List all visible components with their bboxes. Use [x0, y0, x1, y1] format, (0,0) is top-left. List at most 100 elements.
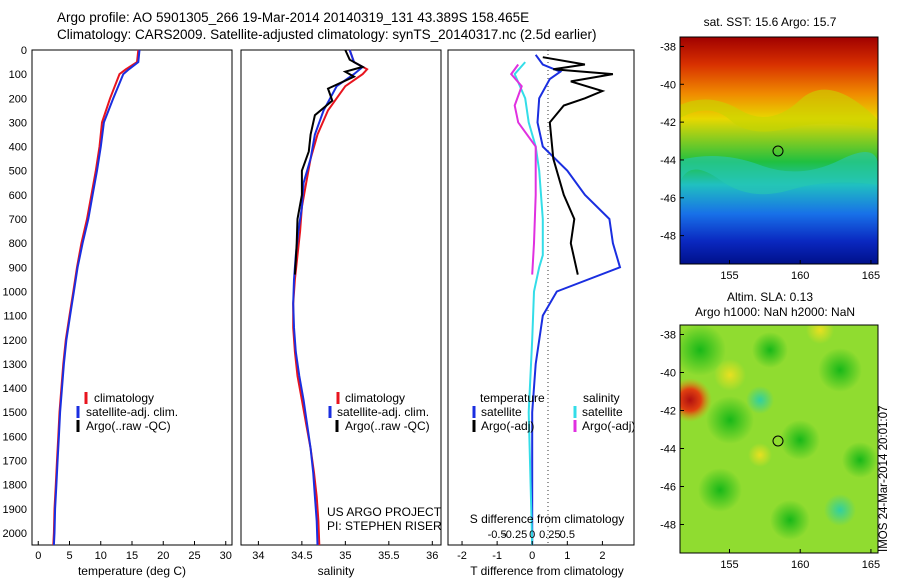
- x-tick-label: 35.5: [378, 550, 399, 562]
- sst-map-frame: [679, 36, 879, 265]
- x-tick-label: 15: [126, 550, 138, 562]
- map-x-tick-label: 165: [862, 270, 880, 282]
- sla-title: Altim. SLA: 0.13: [727, 290, 813, 304]
- depth-tick-label: 0: [21, 45, 27, 57]
- sla-x-ticks: 155 160 165: [720, 549, 880, 571]
- depth-tick-label: 200: [9, 93, 27, 105]
- x2-tick-label: 0: [529, 529, 535, 541]
- legend-argo-label: Argo(..raw -QC): [86, 419, 171, 433]
- depth-tick-label: 1300: [3, 359, 27, 371]
- project-annotation: US ARGO PROJECT: [327, 505, 442, 519]
- series-line: [513, 61, 544, 546]
- map-y-tick-label: -48: [660, 520, 676, 532]
- legend-s-argo-label: Argo(-adj): [582, 419, 635, 433]
- x-tick-label: 25: [188, 550, 200, 562]
- difference-series: [509, 54, 622, 546]
- map-y-tick-label: -44: [660, 155, 676, 167]
- temperature-x-ticks: 0 5 10 15 20 25 30: [35, 541, 232, 562]
- x-tick-label: 30: [220, 550, 232, 562]
- x-tick-label: 34.5: [291, 550, 312, 562]
- salinity-series: [292, 49, 369, 546]
- depth-axis: 0 100 200 300 400 500 600 700 800 900 1000 1100 1200…: [3, 45, 27, 540]
- sst-map: [680, 37, 878, 264]
- depth-tick-label: 800: [9, 238, 27, 250]
- map-y-tick-label: -38: [660, 330, 676, 342]
- temperature-series: [52, 49, 141, 546]
- map-y-tick-label: -42: [660, 117, 676, 129]
- depth-tick-label: 900: [9, 262, 27, 274]
- depth-tick-label: 400: [9, 142, 27, 154]
- x-tick-label: 20: [157, 550, 169, 562]
- sla-map-frame: [679, 324, 879, 554]
- x-tick-label: 34: [252, 550, 264, 562]
- legend-argo-label: Argo(..raw -QC): [345, 419, 430, 433]
- depth-tick-label: 2000: [3, 528, 27, 540]
- depth-tick-label: 1400: [3, 383, 27, 395]
- map-x-tick-label: 155: [720, 559, 738, 571]
- x-tick-label: 36: [426, 550, 438, 562]
- sst-title: sat. SST: 15.6 Argo: 15.7: [704, 15, 837, 29]
- legend-t-argo-label: Argo(-adj): [481, 419, 534, 433]
- depth-tick-label: 1100: [3, 311, 27, 323]
- series-line: [542, 56, 614, 275]
- temperature-xlabel: temperature (deg C): [78, 564, 186, 578]
- legend-s-satellite-label: satellite: [582, 405, 623, 419]
- depth-tick-label: 1800: [3, 480, 27, 492]
- series-line: [509, 63, 537, 275]
- series-line: [531, 54, 622, 545]
- map-y-tick-label: -40: [660, 368, 676, 380]
- legend-climatology-label: climatology: [345, 391, 405, 405]
- depth-tick-label: 1900: [3, 504, 27, 516]
- pi-annotation: PI: STEPHEN RISER: [327, 519, 442, 533]
- legend-t-satellite-label: satellite: [481, 405, 522, 419]
- series-line: [52, 49, 141, 546]
- map-x-tick-label: 165: [862, 559, 880, 571]
- x-tick-label: 5: [66, 550, 72, 562]
- legend-salinity-title: salinity: [583, 391, 620, 405]
- difference-legend: temperature salinity satellite Argo(-adj…: [472, 391, 635, 433]
- depth-tick-label: 1500: [3, 407, 27, 419]
- salinity-legend: climatology satellite-adj. clim. Argo(..…: [328, 391, 430, 433]
- panel-diff-frame: [447, 49, 635, 546]
- depth-tick-label: 1000: [3, 286, 27, 298]
- difference-x-ticks: -2 -1 0 1 2 -0.5-0.25 0 0.25 0.5: [457, 529, 605, 562]
- depth-tick-label: 600: [9, 190, 27, 202]
- temperature-legend: climatology satellite-adj. clim. Argo(..…: [76, 391, 178, 433]
- panel-temperature-frame: [31, 49, 233, 546]
- depth-tick-label: 500: [9, 166, 27, 178]
- sst-y-ticks: -38 -40 -42 -44 -46 -48: [660, 41, 684, 243]
- depth-tick-label: 700: [9, 214, 27, 226]
- x-tick-label: -1: [492, 550, 502, 562]
- x-tick-label: -2: [457, 550, 467, 562]
- difference-xlabel: T difference from climatology: [470, 564, 624, 578]
- legend-satellite-label: satellite-adj. clim.: [86, 405, 178, 419]
- difference-top-xlabel: S difference from climatology: [470, 512, 625, 526]
- sla-y-ticks: -38 -40 -42 -44 -46 -48: [660, 330, 684, 532]
- depth-tick-label: 300: [9, 117, 27, 129]
- map-x-tick-label: 160: [791, 270, 809, 282]
- sla-float-marker: [772, 435, 784, 447]
- x-tick-label: 10: [95, 550, 107, 562]
- x-tick-label: 2: [599, 550, 605, 562]
- map-y-tick-label: -46: [660, 193, 676, 205]
- salinity-x-ticks: 34 34.5 35 35.5 36: [252, 541, 438, 562]
- header-line1: Argo profile: AO 5901305_266 19-Mar-2014…: [57, 10, 530, 25]
- map-y-tick-label: -38: [660, 41, 676, 53]
- map-x-tick-label: 155: [720, 270, 738, 282]
- x-tick-label: 0: [35, 550, 41, 562]
- map-y-tick-label: -40: [660, 79, 676, 91]
- map-y-tick-label: -42: [660, 406, 676, 418]
- depth-tick-label: 1200: [3, 335, 27, 347]
- sst-float-marker: [772, 145, 784, 157]
- map-x-tick-label: 160: [791, 559, 809, 571]
- header-line2: Climatology: CARS2009. Satellite-adjuste…: [57, 27, 597, 42]
- map-y-tick-label: -44: [660, 444, 676, 456]
- sst-x-ticks: 155 160 165: [720, 260, 880, 282]
- legend-satellite-label: satellite-adj. clim.: [337, 405, 429, 419]
- map-y-tick-label: -48: [660, 231, 676, 243]
- series-line: [293, 49, 366, 275]
- x2-tick-label: -0.25: [502, 529, 527, 541]
- x2-tick-label: 0.5: [560, 529, 575, 541]
- legend-temperature-title: temperature: [480, 391, 545, 405]
